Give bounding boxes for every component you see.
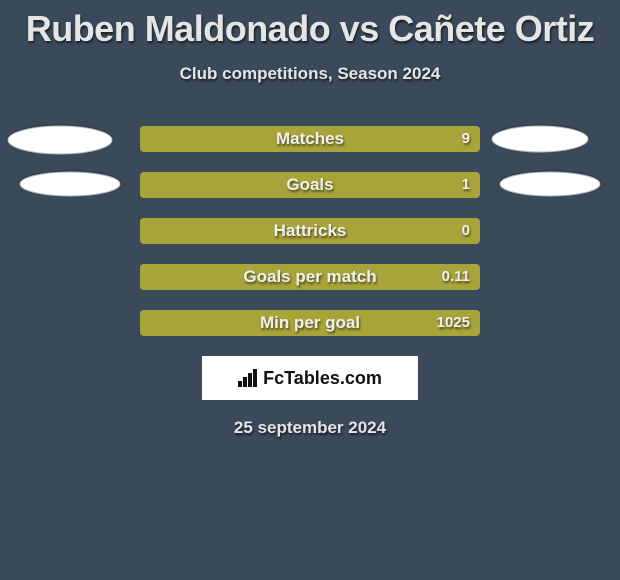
left-ellipse-icon bbox=[18, 170, 122, 198]
right-ellipse-icon bbox=[490, 124, 590, 154]
stat-row: Goals per match0.11 bbox=[0, 264, 620, 290]
stat-value: 1025 bbox=[437, 310, 470, 336]
stat-value: 9 bbox=[462, 126, 470, 152]
date-line: 25 september 2024 bbox=[0, 418, 620, 438]
stats-rows: Matches9Goals1Hattricks0Goals per match0… bbox=[0, 126, 620, 336]
stat-label: Min per goal bbox=[140, 310, 480, 336]
stat-label: Goals per match bbox=[140, 264, 480, 290]
stat-label: Matches bbox=[140, 126, 480, 152]
right-ellipse-icon bbox=[498, 170, 602, 198]
stat-label: Hattricks bbox=[140, 218, 480, 244]
bar-chart-icon bbox=[238, 369, 260, 387]
page-subtitle: Club competitions, Season 2024 bbox=[0, 64, 620, 84]
branding-label: FcTables.com bbox=[238, 368, 382, 389]
page-title: Ruben Maldonado vs Cañete Ortiz bbox=[0, 0, 620, 50]
stat-row: Min per goal1025 bbox=[0, 310, 620, 336]
stat-row: Matches9 bbox=[0, 126, 620, 152]
stat-value: 0.11 bbox=[442, 264, 470, 290]
stat-row: Hattricks0 bbox=[0, 218, 620, 244]
branding-box: FcTables.com bbox=[202, 356, 418, 400]
comparison-infographic: Ruben Maldonado vs Cañete Ortiz Club com… bbox=[0, 0, 620, 580]
stat-row: Goals1 bbox=[0, 172, 620, 198]
left-ellipse-icon bbox=[6, 124, 114, 156]
branding-text: FcTables.com bbox=[263, 368, 382, 389]
stat-value: 0 bbox=[462, 218, 470, 244]
stat-label: Goals bbox=[140, 172, 480, 198]
stat-value: 1 bbox=[462, 172, 470, 198]
